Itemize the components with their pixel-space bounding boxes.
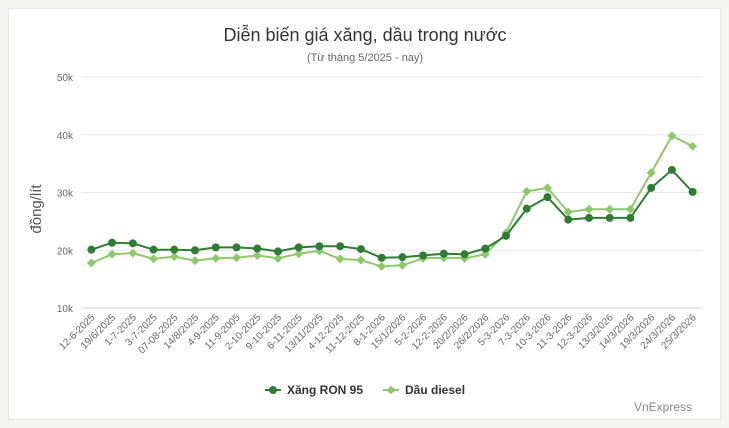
data-point[interactable] <box>419 251 428 260</box>
data-point[interactable] <box>149 245 158 254</box>
data-point[interactable] <box>253 244 262 253</box>
y-tick-label: 50k <box>57 73 74 84</box>
legend-marker <box>269 386 277 394</box>
data-point[interactable] <box>584 204 594 214</box>
data-point[interactable] <box>211 253 221 263</box>
legend-item-0[interactable]: Xăng RON 95 <box>265 383 363 397</box>
y-tick-label: 30k <box>57 189 74 200</box>
data-point[interactable] <box>646 168 656 178</box>
data-point[interactable] <box>522 186 532 196</box>
x-axis-ticks: 12-6-202519/6/20251-7-20253-7-202507-08-… <box>57 312 699 356</box>
data-point[interactable] <box>294 249 304 259</box>
data-point[interactable] <box>688 187 697 196</box>
series-line <box>91 134 694 268</box>
data-point[interactable] <box>460 250 469 259</box>
data-point[interactable] <box>605 204 615 214</box>
data-point[interactable] <box>377 261 387 271</box>
data-point[interactable] <box>273 253 283 263</box>
data-point[interactable] <box>273 247 282 256</box>
data-point[interactable] <box>294 243 303 252</box>
y-axis-ticks: 10k 20k 30k 40k 50k <box>57 73 74 315</box>
data-point[interactable] <box>232 253 241 263</box>
data-point[interactable] <box>191 246 200 255</box>
data-point[interactable] <box>190 256 200 266</box>
data-point[interactable] <box>564 215 573 224</box>
data-point[interactable] <box>335 254 345 264</box>
data-point[interactable] <box>170 245 179 254</box>
data-point[interactable] <box>252 250 262 260</box>
data-point[interactable] <box>107 249 117 259</box>
legend-label: Dầu diesel <box>405 383 465 397</box>
data-point[interactable] <box>87 245 96 254</box>
data-point[interactable] <box>502 231 511 240</box>
series-layer <box>86 131 698 271</box>
data-point[interactable] <box>563 207 573 217</box>
data-point[interactable] <box>543 193 552 202</box>
data-point[interactable] <box>169 252 179 262</box>
data-point[interactable] <box>128 248 138 258</box>
chart-title: Diễn biến giá xăng, dầu trong nước <box>223 24 506 45</box>
y-tick-label: 40k <box>57 131 74 142</box>
y-tick-label: 20k <box>57 246 74 257</box>
data-point[interactable] <box>481 244 490 253</box>
chart-subtitle: (Từ tháng 5/2025 - nay) <box>307 52 423 64</box>
grid-lines <box>81 76 703 309</box>
credit-text: VnExpress <box>634 400 692 414</box>
legend-item-1[interactable]: Dầu diesel <box>383 383 465 397</box>
data-point[interactable] <box>626 213 635 222</box>
data-point[interactable] <box>667 165 676 174</box>
data-point[interactable] <box>439 249 448 258</box>
data-point[interactable] <box>377 253 386 262</box>
data-point[interactable] <box>584 213 593 222</box>
legend-label: Xăng RON 95 <box>287 383 363 397</box>
y-tick-label: 10k <box>57 304 74 315</box>
data-point[interactable] <box>625 204 635 214</box>
data-point[interactable] <box>605 213 614 222</box>
data-point[interactable] <box>108 238 117 247</box>
data-point[interactable] <box>211 243 220 252</box>
data-point[interactable] <box>667 131 677 141</box>
data-point[interactable] <box>149 254 159 264</box>
data-point[interactable] <box>128 239 137 248</box>
y-axis-label: đồng/lít <box>28 184 45 234</box>
data-point[interactable] <box>688 141 698 151</box>
data-point[interactable] <box>86 258 96 268</box>
data-point[interactable] <box>543 183 552 193</box>
data-point[interactable] <box>356 245 365 254</box>
series-0 <box>87 165 697 262</box>
data-point[interactable] <box>398 253 407 262</box>
data-point[interactable] <box>232 243 241 252</box>
data-point[interactable] <box>397 260 407 270</box>
legend[interactable]: Xăng RON 95 Dầu diesel <box>265 383 465 397</box>
data-point[interactable] <box>647 183 656 192</box>
data-point[interactable] <box>480 249 490 259</box>
line-chart: Diễn biến giá xăng, dầu trong nước (Từ t… <box>28 24 703 414</box>
data-point[interactable] <box>356 255 366 265</box>
legend-marker <box>386 385 396 395</box>
data-point[interactable] <box>522 204 531 213</box>
chart-card: Diễn biến giá xăng, dầu trong nước (Từ t… <box>8 8 721 420</box>
data-point[interactable] <box>336 242 345 251</box>
data-point[interactable] <box>315 242 324 251</box>
series-line <box>91 169 694 259</box>
